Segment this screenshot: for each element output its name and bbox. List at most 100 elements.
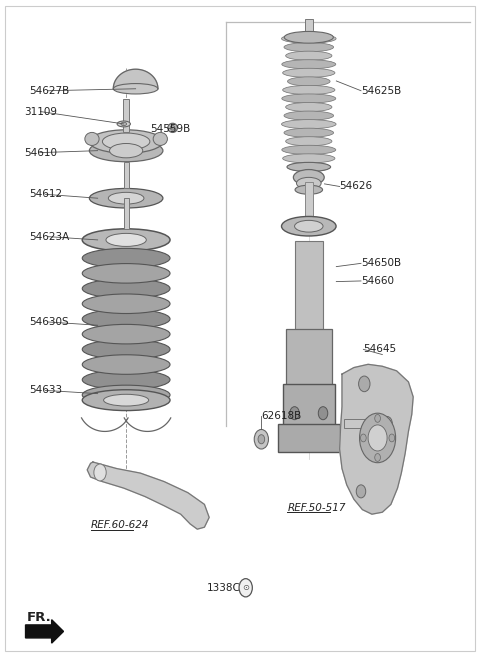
Text: 62618B: 62618B (261, 411, 301, 421)
Circle shape (375, 415, 381, 422)
Ellipse shape (284, 111, 334, 120)
Bar (304, 182, 313, 231)
Text: 54630S: 54630S (29, 317, 69, 327)
Ellipse shape (153, 133, 168, 145)
Ellipse shape (82, 340, 170, 359)
Ellipse shape (89, 189, 163, 208)
Bar (123, 99, 129, 133)
Text: 54625B: 54625B (361, 85, 401, 96)
Ellipse shape (89, 139, 163, 162)
Ellipse shape (283, 85, 335, 95)
Ellipse shape (82, 309, 170, 328)
Ellipse shape (283, 154, 335, 163)
Ellipse shape (284, 43, 334, 52)
Ellipse shape (108, 193, 144, 204)
Ellipse shape (168, 124, 178, 133)
Text: FR.: FR. (26, 610, 51, 623)
Ellipse shape (284, 32, 333, 43)
Bar (344, 419, 387, 428)
Ellipse shape (82, 263, 170, 283)
Bar (124, 198, 129, 229)
Bar (283, 384, 335, 426)
Bar (295, 240, 323, 332)
Circle shape (389, 434, 395, 442)
Circle shape (239, 579, 252, 597)
Ellipse shape (287, 162, 331, 171)
Ellipse shape (117, 121, 131, 127)
Ellipse shape (102, 133, 150, 150)
Ellipse shape (82, 355, 170, 374)
Ellipse shape (282, 145, 336, 154)
Bar (286, 328, 332, 387)
Text: REF.50-517: REF.50-517 (288, 503, 346, 512)
Ellipse shape (113, 83, 158, 94)
Circle shape (356, 485, 366, 498)
Text: 54559B: 54559B (150, 124, 190, 133)
Ellipse shape (82, 325, 170, 344)
Polygon shape (340, 365, 413, 514)
Ellipse shape (283, 68, 335, 78)
Ellipse shape (286, 51, 332, 60)
Text: 31109: 31109 (24, 106, 57, 116)
Circle shape (368, 425, 387, 451)
Ellipse shape (121, 122, 127, 125)
Text: REF.60-624: REF.60-624 (91, 520, 149, 530)
Polygon shape (113, 69, 158, 89)
Circle shape (375, 453, 381, 461)
Circle shape (360, 413, 396, 463)
Text: 54645: 54645 (363, 344, 396, 354)
Ellipse shape (109, 143, 143, 158)
Ellipse shape (281, 216, 336, 236)
Text: 54633: 54633 (29, 386, 62, 396)
Text: 54623A: 54623A (29, 232, 69, 242)
Text: 1338CA: 1338CA (207, 583, 248, 593)
Ellipse shape (106, 233, 146, 246)
Circle shape (254, 430, 268, 449)
Ellipse shape (82, 385, 170, 405)
Ellipse shape (286, 137, 332, 146)
Ellipse shape (281, 120, 336, 129)
Ellipse shape (82, 370, 170, 390)
Ellipse shape (170, 125, 175, 130)
Ellipse shape (104, 252, 148, 401)
Circle shape (290, 407, 300, 420)
Ellipse shape (282, 94, 336, 103)
Ellipse shape (297, 177, 321, 189)
Ellipse shape (282, 60, 336, 69)
Ellipse shape (288, 77, 330, 86)
Polygon shape (25, 620, 63, 643)
Circle shape (94, 464, 106, 481)
Text: 54627B: 54627B (29, 85, 69, 96)
Circle shape (359, 376, 370, 392)
Text: 54650B: 54650B (361, 258, 401, 268)
Ellipse shape (305, 36, 312, 41)
Circle shape (360, 434, 366, 442)
Text: 54626: 54626 (340, 181, 373, 191)
Bar (124, 162, 129, 189)
Ellipse shape (284, 128, 334, 137)
Ellipse shape (295, 220, 323, 232)
Text: 54612: 54612 (29, 189, 62, 199)
Ellipse shape (293, 170, 324, 185)
Ellipse shape (85, 133, 99, 145)
Ellipse shape (82, 229, 170, 251)
Ellipse shape (82, 248, 170, 268)
Circle shape (318, 407, 328, 420)
Ellipse shape (82, 279, 170, 298)
Text: 54610: 54610 (24, 148, 57, 158)
Text: ⊙: ⊙ (242, 583, 249, 592)
Ellipse shape (82, 390, 170, 411)
Bar (278, 424, 340, 452)
Ellipse shape (82, 294, 170, 313)
Ellipse shape (281, 34, 336, 43)
Ellipse shape (295, 185, 323, 194)
Circle shape (382, 417, 392, 431)
Circle shape (258, 435, 264, 444)
Bar (305, 19, 312, 39)
Ellipse shape (286, 102, 332, 112)
Ellipse shape (104, 394, 149, 406)
Ellipse shape (288, 162, 330, 171)
Polygon shape (87, 462, 209, 529)
Text: 54660: 54660 (361, 276, 394, 286)
Ellipse shape (89, 130, 163, 153)
